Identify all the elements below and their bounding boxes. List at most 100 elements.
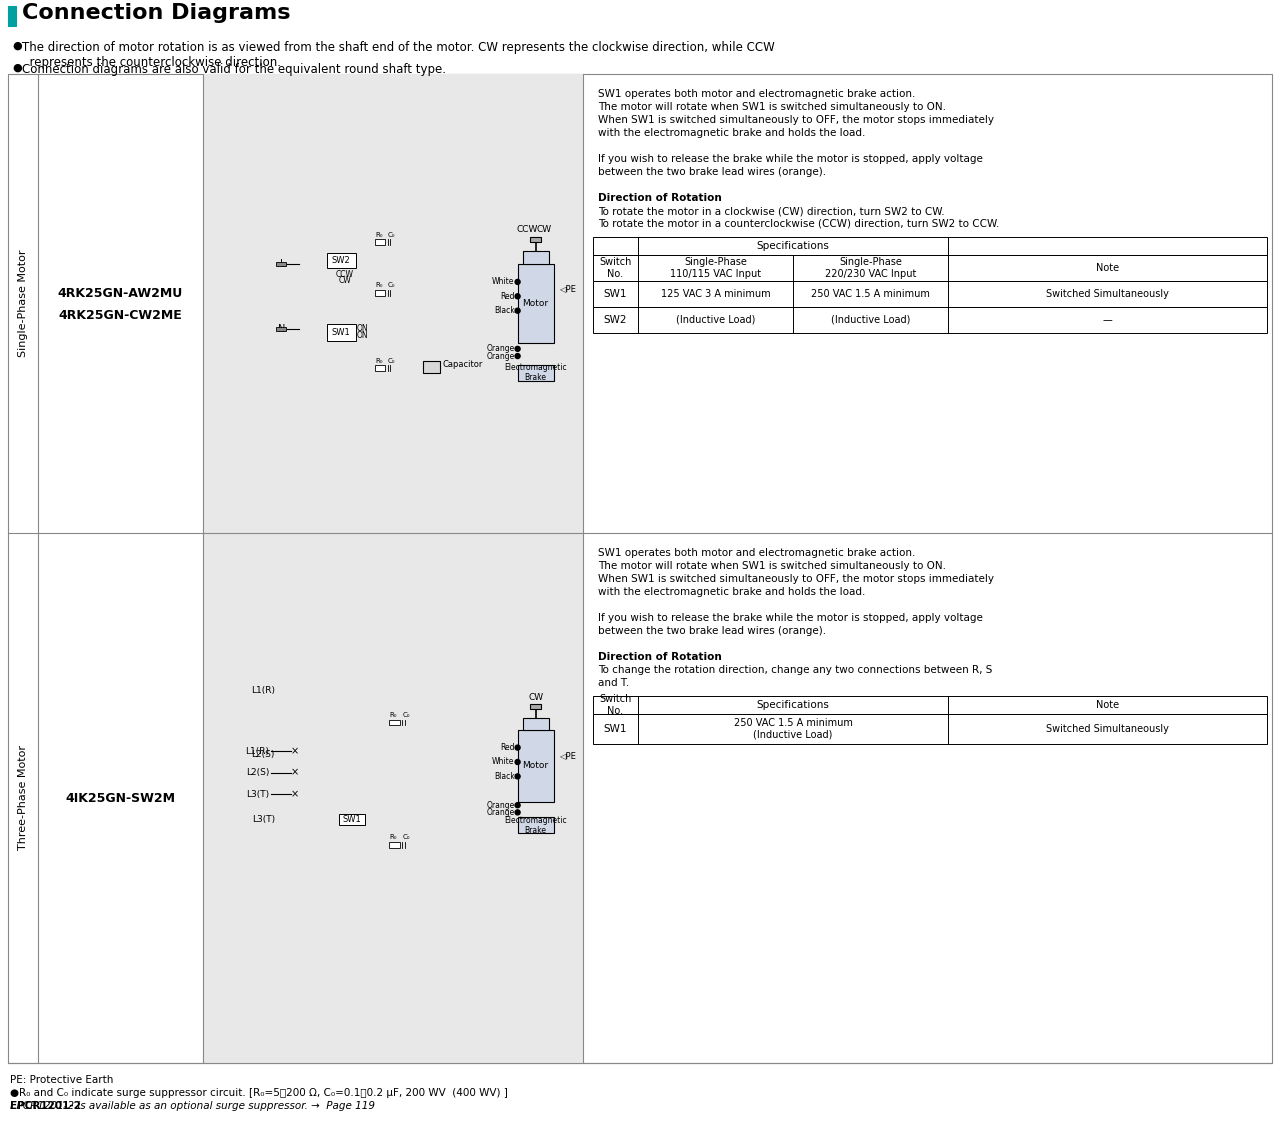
Text: N: N (279, 324, 285, 334)
Text: If you wish to release the brake while the motor is stopped, apply voltage: If you wish to release the brake while t… (598, 613, 983, 623)
Text: and T.: and T. (598, 678, 630, 688)
Text: ●R₀ and C₀ indicate surge suppressor circuit. [R₀=5～200 Ω, C₀=0.1～0.2 μF, 200 WV: ●R₀ and C₀ indicate surge suppressor cir… (10, 1088, 508, 1097)
Text: Single-Phase
220/230 VAC Input: Single-Phase 220/230 VAC Input (824, 257, 916, 279)
Text: CCW: CCW (516, 224, 538, 233)
Text: CCW: CCW (335, 270, 353, 279)
Text: C₀: C₀ (388, 282, 396, 288)
Text: Red: Red (500, 743, 515, 752)
Text: Electromagnetic
Brake: Electromagnetic Brake (504, 816, 567, 835)
Text: EPCR1201-2: EPCR1201-2 (10, 1101, 81, 1111)
Text: ON: ON (357, 332, 369, 341)
Text: R₀: R₀ (375, 282, 383, 288)
Bar (593, 696, 1267, 714)
Text: ×: × (291, 789, 300, 799)
Text: (Inductive Load): (Inductive Load) (831, 315, 910, 325)
Text: L1(R): L1(R) (246, 747, 269, 756)
Text: SW1 operates both motor and electromagnetic brake action.: SW1 operates both motor and electromagne… (598, 89, 915, 99)
Circle shape (515, 353, 520, 359)
Text: 4RK25GN-CW2ME: 4RK25GN-CW2ME (59, 309, 182, 322)
Text: C₀: C₀ (402, 712, 410, 719)
Text: The motor will rotate when SW1 is switched simultaneously to ON.: The motor will rotate when SW1 is switch… (598, 102, 946, 112)
Text: Black: Black (494, 306, 515, 315)
Text: L3(T): L3(T) (252, 815, 275, 824)
Bar (422, 361, 440, 372)
Text: (Inductive Load): (Inductive Load) (676, 315, 755, 325)
Text: 125 VAC 3 A minimum: 125 VAC 3 A minimum (660, 289, 771, 299)
Text: Switched Simultaneously: Switched Simultaneously (1046, 724, 1169, 734)
Circle shape (515, 279, 520, 285)
Text: CW: CW (338, 276, 351, 285)
Circle shape (515, 803, 520, 808)
Text: To rotate the motor in a counterclockwise (CCW) direction, turn SW2 to CCW.: To rotate the motor in a counterclockwis… (598, 219, 1000, 229)
Text: White: White (493, 758, 515, 767)
Text: To change the rotation direction, change any two connections between R, S: To change the rotation direction, change… (598, 665, 992, 675)
Text: Motor: Motor (522, 761, 549, 770)
Text: ×: × (291, 747, 300, 757)
Text: ●: ● (12, 41, 22, 50)
Text: CW: CW (529, 693, 543, 702)
Text: When SW1 is switched simultaneously to OFF, the motor stops immediately: When SW1 is switched simultaneously to O… (598, 574, 995, 584)
Text: The motor will rotate when SW1 is switched simultaneously to ON.: The motor will rotate when SW1 is switch… (598, 560, 946, 571)
Text: C₀: C₀ (402, 834, 410, 841)
Text: L3(T): L3(T) (246, 790, 269, 799)
Bar (339, 814, 365, 825)
Text: PE: Protective Earth: PE: Protective Earth (10, 1075, 114, 1085)
Text: R₀: R₀ (389, 712, 397, 719)
Text: Three-Phase Motor: Three-Phase Motor (18, 745, 28, 851)
Text: Direction of Rotation: Direction of Rotation (598, 193, 722, 203)
Text: Switched Simultaneously: Switched Simultaneously (1046, 289, 1169, 299)
Text: Switch
No.: Switch No. (599, 257, 632, 279)
Text: EPCR1201-2 is available as an optional surge suppressor. →  Page 119: EPCR1201-2 is available as an optional s… (10, 1101, 375, 1111)
Circle shape (515, 294, 520, 299)
Text: between the two brake lead wires (orange).: between the two brake lead wires (orange… (598, 167, 826, 177)
Text: R₀: R₀ (375, 232, 383, 238)
Text: L1(R): L1(R) (251, 686, 275, 695)
Circle shape (515, 773, 520, 779)
Bar (517, 263, 553, 343)
Bar (389, 842, 399, 847)
Bar (517, 817, 553, 833)
Text: R₀: R₀ (389, 834, 397, 841)
Text: with the electromagnetic brake and holds the load.: with the electromagnetic brake and holds… (598, 128, 865, 138)
Bar (389, 720, 399, 725)
Text: White: White (493, 277, 515, 286)
Text: Motor: Motor (522, 299, 549, 308)
Text: Note: Note (1096, 700, 1119, 710)
Bar (517, 730, 553, 802)
Bar (326, 324, 356, 341)
Circle shape (515, 745, 520, 750)
Text: SW1 operates both motor and electromagnetic brake action.: SW1 operates both motor and electromagne… (598, 548, 915, 558)
Text: When SW1 is switched simultaneously to OFF, the motor stops immediately: When SW1 is switched simultaneously to O… (598, 115, 995, 126)
Text: L2(S): L2(S) (246, 768, 269, 777)
Text: Connection Diagrams: Connection Diagrams (22, 3, 291, 24)
Text: 4RK25GN-AW2MU: 4RK25GN-AW2MU (58, 287, 183, 300)
Bar (375, 365, 385, 371)
Text: between the two brake lead wires (orange).: between the two brake lead wires (orange… (598, 626, 826, 636)
Text: L2(S): L2(S) (252, 750, 275, 759)
Circle shape (515, 346, 520, 351)
Text: SW1: SW1 (604, 289, 627, 299)
Text: SW1: SW1 (343, 815, 361, 824)
Text: Black: Black (494, 772, 515, 781)
Circle shape (515, 760, 520, 765)
Bar (204, 74, 582, 532)
Text: 250 VAC 1.5 A minimum: 250 VAC 1.5 A minimum (812, 289, 931, 299)
Bar (593, 307, 1267, 333)
Text: If you wish to release the brake while the motor is stopped, apply voltage: If you wish to release the brake while t… (598, 154, 983, 164)
Text: SW1: SW1 (332, 327, 351, 336)
Text: Specifications: Specifications (756, 241, 829, 251)
Text: ×: × (291, 768, 300, 778)
Text: with the electromagnetic brake and holds the load.: with the electromagnetic brake and holds… (598, 587, 865, 597)
Bar (530, 237, 541, 242)
Text: 4IK25GN-SW2M: 4IK25GN-SW2M (65, 791, 175, 805)
Text: The direction of motor rotation is as viewed from the shaft end of the motor. CW: The direction of motor rotation is as vi… (22, 41, 774, 70)
Bar (593, 281, 1267, 307)
Text: L: L (280, 259, 285, 269)
Text: Orange: Orange (486, 808, 515, 817)
Circle shape (515, 308, 520, 313)
Bar (375, 240, 385, 245)
Bar (593, 714, 1267, 744)
Bar (522, 719, 549, 730)
Circle shape (515, 809, 520, 815)
Text: Switch
No.: Switch No. (599, 694, 632, 716)
